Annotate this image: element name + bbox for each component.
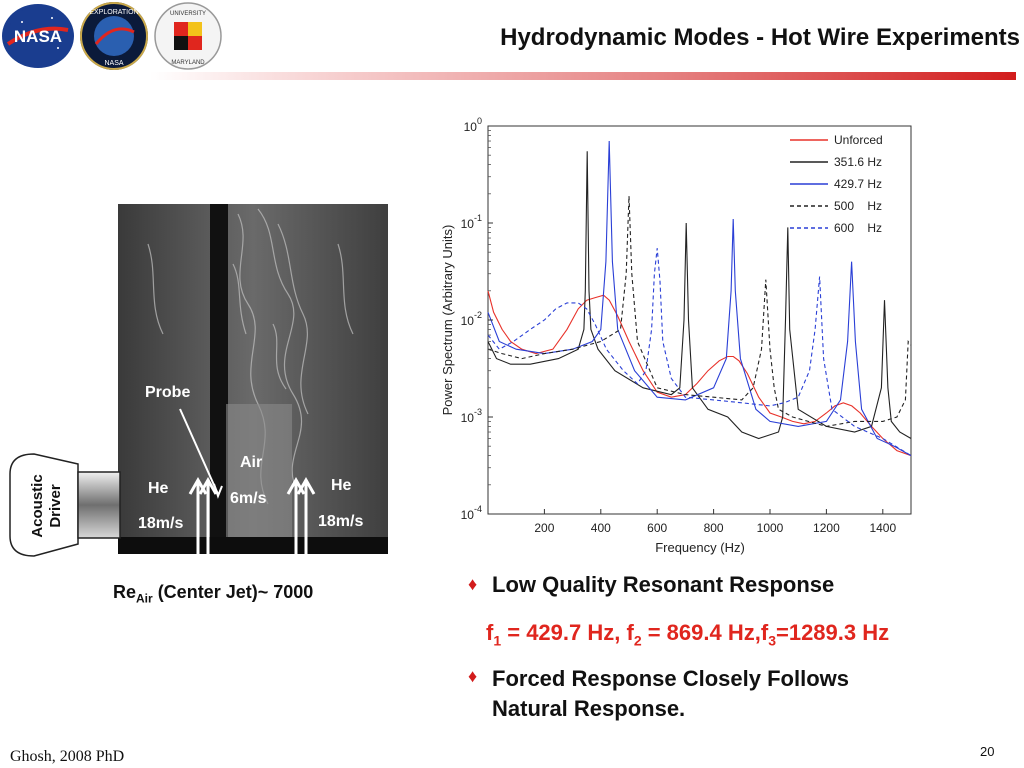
title-accent-bar bbox=[150, 72, 1016, 80]
exploration-logo: EXPLORATION NASA bbox=[80, 2, 148, 70]
reynolds-subscript: Air bbox=[136, 591, 153, 606]
bullet-2-line-1: Forced Response Closely Follows bbox=[492, 666, 849, 691]
power-spectrum-plot: 200 400 600 800 1000 1200 1400 100 10-1 10-2 10-3… bbox=[440, 116, 912, 555]
air-label: Air bbox=[240, 454, 263, 471]
bullet-1: ♦ Low Quality Resonant Response bbox=[468, 572, 834, 598]
exploration-logo-bottom: NASA bbox=[104, 60, 123, 67]
nasa-logo: NASA bbox=[2, 4, 74, 68]
umd-logo-top: UNIVERSITY bbox=[170, 11, 206, 17]
exploration-logo-top: EXPLORATION bbox=[89, 9, 138, 16]
acoustic-driver-graphic: Acoustic Driver bbox=[9, 453, 121, 557]
acoustic-driver-label-2: Driver bbox=[47, 484, 64, 528]
bullet-2: ♦ Forced Response Closely Follows Natura… bbox=[468, 664, 849, 724]
umd-logo-bottom: MARYLAND bbox=[171, 60, 205, 66]
y-tick-label: 10-4 bbox=[461, 504, 482, 522]
resonant-frequencies: f1 = 429.7 Hz, f2 = 869.4 Hz,f3=1289.3 H… bbox=[486, 620, 889, 648]
x-tick-label: 1200 bbox=[813, 521, 840, 535]
x-tick-label: 200 bbox=[534, 521, 554, 535]
x-axis-label: Frequency (Hz) bbox=[655, 540, 745, 555]
flow-visualization-photo: Probe Air 6m/s He 18m/s He 18m/s bbox=[118, 204, 388, 554]
footer-citation: Ghosh, 2008 PhD bbox=[10, 748, 125, 765]
f1-value: = 429.7 Hz, f bbox=[501, 620, 634, 645]
y-tick-label: 10-1 bbox=[461, 213, 482, 231]
legend-label-2: 429.7 Hz bbox=[834, 177, 882, 191]
reynolds-number: ReAir (Center Jet)~ 7000 bbox=[113, 582, 313, 606]
acoustic-driver: Acoustic Driver bbox=[4, 452, 122, 558]
diamond-bullet-icon: ♦ bbox=[468, 574, 478, 594]
y-tick-label: 10-3 bbox=[461, 407, 482, 425]
probe-label: Probe bbox=[145, 384, 191, 401]
page-number: 20 bbox=[980, 744, 995, 759]
series-group bbox=[487, 140, 912, 457]
legend-label-4: 600 Hz bbox=[834, 221, 882, 235]
nasa-logo-graphic: NASA bbox=[6, 6, 69, 66]
umd-logo: UNIVERSITY MARYLAND bbox=[154, 2, 222, 70]
he-left-label: He bbox=[148, 480, 169, 497]
f3-value: =1289.3 Hz bbox=[775, 620, 890, 645]
reynolds-prefix: Re bbox=[113, 582, 137, 602]
acoustic-driver-label-1: Acoustic bbox=[29, 474, 46, 537]
exploration-logo-graphic: EXPLORATION NASA bbox=[80, 2, 148, 70]
y-ticks: 100 10-1 10-2 10-3 10-4 bbox=[461, 116, 493, 522]
x-tick-label: 800 bbox=[704, 521, 724, 535]
chart-legend: Unforced 351.6 Hz 429.7 Hz 500 Hz 600 Hz bbox=[790, 133, 883, 235]
power-spectrum-chart: 200 400 600 800 1000 1200 1400 100 10-1 10-2 10-3… bbox=[430, 110, 920, 560]
slide-title: Hydrodynamic Modes - Hot Wire Experiment… bbox=[500, 24, 1020, 51]
f2-sub: 2 bbox=[633, 632, 642, 649]
y-tick-label: 10-2 bbox=[461, 310, 482, 328]
umd-logo-graphic: UNIVERSITY MARYLAND bbox=[154, 2, 222, 70]
bullet-1-text: Low Quality Resonant Response bbox=[492, 572, 835, 597]
schlieren-image bbox=[118, 204, 388, 554]
x-tick-label: 1400 bbox=[869, 521, 896, 535]
series-line-1 bbox=[487, 151, 912, 440]
bullet-2-line-2: Natural Response. bbox=[492, 696, 686, 721]
plot-frame bbox=[487, 125, 912, 515]
legend-label-0: Unforced bbox=[834, 133, 883, 147]
he-left-speed-label: 18m/s bbox=[138, 515, 184, 532]
air-speed-label: 6m/s bbox=[230, 490, 267, 507]
he-right-speed-label: 18m/s bbox=[318, 513, 364, 530]
x-ticks: 200 400 600 800 1000 1200 1400 bbox=[534, 509, 896, 535]
legend-label-1: 351.6 Hz bbox=[834, 155, 882, 169]
x-tick-label: 400 bbox=[591, 521, 611, 535]
y-axis-label: Power Spectrum (Arbitrary Units) bbox=[440, 225, 455, 416]
he-right-label: He bbox=[331, 477, 352, 494]
nasa-logo-text: NASA bbox=[14, 27, 62, 46]
x-tick-label: 1000 bbox=[757, 521, 784, 535]
legend-label-3: 500 Hz bbox=[834, 199, 882, 213]
f3-sub: 3 bbox=[768, 632, 776, 649]
f1-label: f bbox=[486, 620, 494, 645]
series-line-3 bbox=[487, 195, 912, 427]
f2-value: = 869.4 Hz,f bbox=[641, 620, 769, 645]
series-line-4 bbox=[487, 248, 912, 457]
x-tick-label: 600 bbox=[647, 521, 667, 535]
f1-sub: 1 bbox=[493, 632, 502, 649]
y-tick-label: 100 bbox=[464, 116, 482, 134]
reynolds-suffix: (Center Jet)~ 7000 bbox=[152, 582, 314, 602]
series-line-2 bbox=[487, 140, 912, 457]
diamond-bullet-icon: ♦ bbox=[468, 666, 478, 686]
